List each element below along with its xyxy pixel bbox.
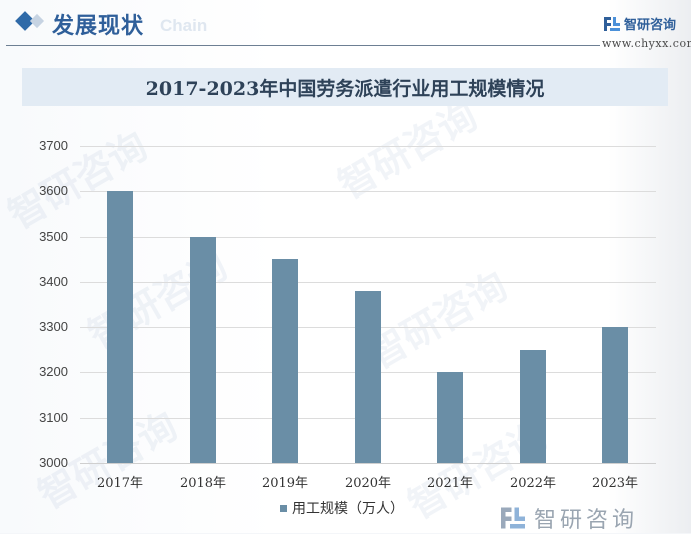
y-axis-tick-label: 3300 (39, 319, 68, 334)
legend-swatch (280, 504, 287, 512)
chart-title-band: 2017-2023年中国劳务派遣行业用工规模情况 (22, 68, 668, 106)
header-divider (6, 45, 600, 46)
x-axis-tick-label: 2019年 (261, 476, 309, 491)
footer-brand-name: 智研咨询 (534, 507, 639, 532)
bar (437, 372, 463, 463)
bar (190, 237, 216, 463)
bar (602, 327, 628, 463)
y-axis-tick-label: 3700 (39, 138, 68, 153)
y-axis-tick-label: 3100 (39, 410, 68, 425)
y-axis-tick-label: 3200 (39, 364, 68, 379)
section-subtitle: Chain (160, 16, 208, 35)
x-axis-tick-label: 2018年 (179, 476, 227, 491)
bar (272, 259, 298, 463)
gridline (80, 191, 656, 192)
x-axis-tick-label: 2022年 (509, 476, 557, 491)
bar (355, 291, 381, 463)
brand-url: www.chyxx.com (602, 37, 691, 50)
gridline (80, 463, 656, 464)
footer-brand: 智研咨询 (500, 502, 638, 534)
brand-logo-icon (501, 507, 525, 529)
brand-logo-icon (604, 16, 620, 32)
y-axis-tick-label: 3400 (39, 274, 68, 289)
gridline (80, 146, 656, 147)
x-axis-tick-label: 2020年 (344, 476, 392, 491)
chart-title: 2017-2023年中国劳务派遣行业用工规模情况 (145, 77, 545, 100)
y-axis-tick-label: 3500 (39, 229, 68, 244)
y-axis-tick-label: 3000 (39, 455, 68, 470)
brand-name: 智研咨询 (624, 17, 677, 32)
x-axis-tick-label: 2023年 (591, 476, 639, 491)
section-title: 发展现状 (52, 13, 145, 39)
bar (107, 191, 133, 463)
bar (520, 350, 546, 463)
gridline (80, 282, 656, 283)
gridline (80, 237, 656, 238)
header-bar: 发展现状 Chain 智研咨询 www.chyxx.com (0, 0, 691, 58)
legend: 用工规模（万人） (280, 498, 404, 518)
x-axis-tick-label: 2017年 (96, 476, 144, 491)
x-axis-tick-label: 2021年 (426, 476, 474, 491)
y-axis-tick-label: 3600 (39, 183, 68, 198)
legend-label: 用工规模（万人） (292, 500, 404, 516)
brand-logo: 智研咨询 (604, 14, 676, 33)
